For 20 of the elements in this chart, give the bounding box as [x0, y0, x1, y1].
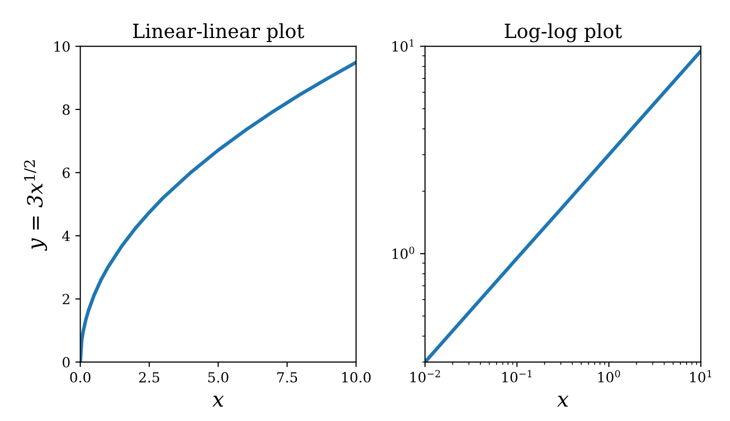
- x-axis-title: x: [212, 396, 224, 407]
- x-tick-label: 10$^{0}$: [598, 370, 620, 382]
- x-tick-label: 10$^{1}$: [690, 370, 712, 382]
- x-tick-label: 2.5: [139, 372, 160, 383]
- x-tick-label: 10.0: [342, 372, 371, 383]
- y-tick-label: 8: [62, 104, 70, 115]
- y-axis-title: y = 3x$^{1/2}$: [24, 160, 48, 251]
- chart-title: Log-log plot: [504, 23, 622, 42]
- x-axis-title: x: [557, 396, 568, 407]
- x-tick-label: 0.0: [70, 372, 90, 383]
- x-tick-label: 10$^{−1}$: [502, 370, 532, 382]
- x-tick-label: 5.0: [208, 372, 228, 383]
- y-tick-label: 6: [62, 168, 70, 178]
- chart-title: Linear-linear plot: [133, 23, 304, 42]
- y-tick-label: 10: [54, 41, 70, 52]
- y-tick-label: 4: [62, 230, 70, 242]
- x-tick-label: 7.5: [277, 372, 298, 383]
- y-tick-label: 2: [62, 294, 70, 304]
- y-tick-label: 0: [62, 357, 70, 368]
- x-tick-label: 10$^{−2}$: [410, 370, 440, 382]
